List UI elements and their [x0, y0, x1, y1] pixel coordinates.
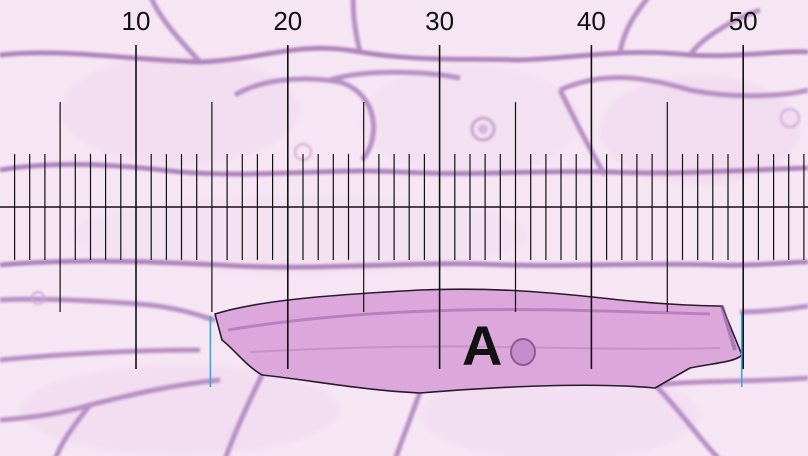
cell-a-nucleus [510, 338, 536, 366]
selected-cell-a [214, 288, 743, 394]
measurement-marks [209, 312, 743, 387]
scale-label-10: 10 [121, 6, 151, 36]
scale-label-20: 20 [273, 6, 303, 36]
cell-walls-dark [0, 47, 808, 269]
scale-label-50: 50 [728, 6, 758, 36]
scale-label-30: 30 [425, 6, 455, 36]
reticle-scale [0, 45, 808, 369]
cell-label: A [462, 314, 503, 377]
cell-interiors [20, 55, 800, 456]
scale-label-40: 40 [576, 6, 606, 36]
